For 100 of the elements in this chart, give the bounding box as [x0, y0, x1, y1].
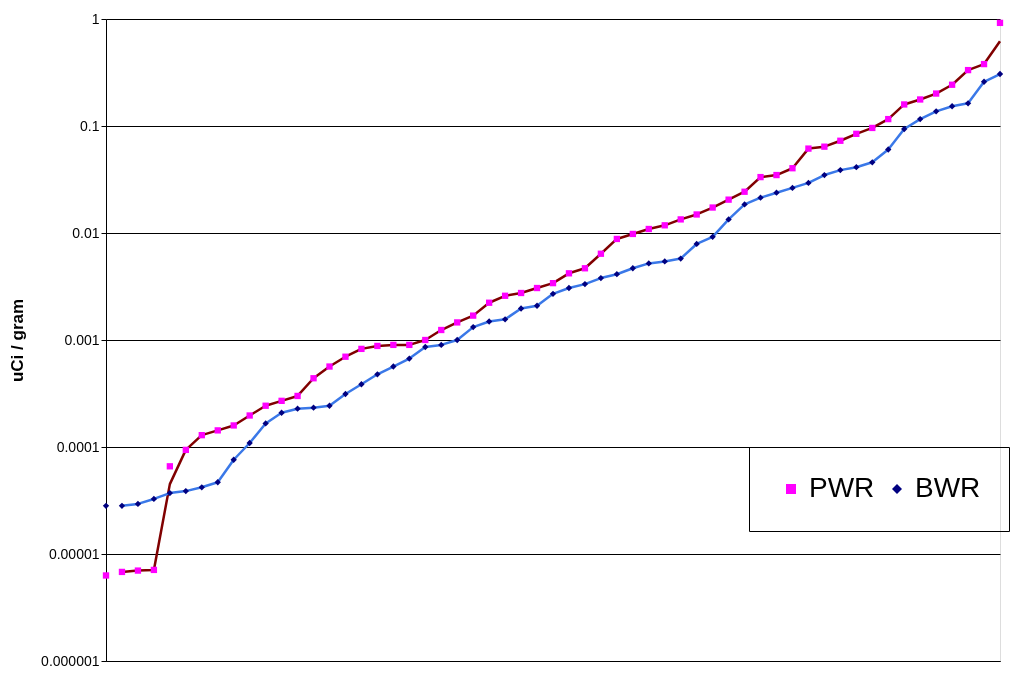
- point: [501, 292, 509, 299]
- legend-label: PWR: [809, 472, 875, 503]
- point: [246, 439, 253, 447]
- point: [917, 96, 924, 103]
- point: [406, 355, 413, 362]
- point: [485, 318, 493, 325]
- point: [709, 204, 716, 211]
- point: [885, 115, 892, 123]
- point: [342, 353, 349, 360]
- point: [278, 409, 285, 416]
- point: [214, 427, 221, 434]
- point: [565, 284, 573, 292]
- point: [214, 479, 221, 486]
- point: [134, 500, 142, 508]
- point: [853, 164, 860, 171]
- y-tick-label: 0.001: [64, 331, 100, 348]
- point: [789, 184, 796, 192]
- point: [278, 397, 285, 405]
- point: [948, 103, 956, 110]
- point: [613, 271, 621, 278]
- point: [102, 502, 110, 509]
- point: [150, 495, 158, 503]
- point: [661, 222, 668, 229]
- y-axis-title: uCi / gram: [8, 298, 28, 383]
- y-tick-label: 1: [91, 10, 100, 27]
- point: [837, 137, 844, 144]
- point: [741, 188, 748, 195]
- point: [294, 392, 301, 400]
- point: [837, 166, 844, 174]
- point: [805, 145, 812, 152]
- point: [342, 390, 349, 398]
- point: [853, 130, 860, 137]
- y-tick-label: 0.00001: [48, 545, 100, 562]
- point: [533, 302, 541, 309]
- point: [613, 235, 621, 243]
- point: [932, 108, 940, 115]
- point: [517, 305, 525, 312]
- point: [230, 456, 237, 463]
- point: [182, 487, 189, 495]
- point: [645, 260, 652, 267]
- point: [310, 404, 317, 411]
- point: [454, 336, 461, 344]
- point: [438, 341, 445, 349]
- point: [166, 463, 174, 470]
- point: [725, 196, 732, 203]
- point: [438, 326, 445, 334]
- point: [134, 567, 142, 574]
- point: [741, 201, 748, 208]
- point: [725, 216, 732, 223]
- point: [805, 179, 812, 187]
- point: [773, 189, 780, 196]
- point: [182, 446, 189, 454]
- point: [996, 19, 1004, 27]
- point: [262, 420, 269, 427]
- point: [198, 484, 205, 491]
- point: [629, 230, 636, 238]
- point: [869, 124, 876, 132]
- point: [517, 289, 525, 297]
- point: [326, 363, 333, 370]
- point: [996, 70, 1004, 78]
- point: [310, 375, 317, 382]
- point: [246, 412, 253, 419]
- y-tick-label: 0.1: [80, 117, 100, 134]
- point: [390, 341, 397, 349]
- point: [597, 250, 605, 257]
- point: [901, 125, 908, 133]
- point: [885, 146, 892, 153]
- point: [294, 405, 301, 412]
- point: [470, 323, 477, 331]
- point: [693, 211, 700, 218]
- point: [964, 66, 972, 74]
- point: [901, 101, 908, 108]
- point: [821, 171, 828, 179]
- point: [597, 274, 605, 282]
- point: [118, 502, 126, 509]
- point: [869, 159, 876, 166]
- point: [964, 100, 972, 107]
- point: [150, 566, 158, 574]
- point: [326, 402, 333, 409]
- y-tick-label: 0.000001: [41, 652, 100, 669]
- point: [118, 568, 126, 576]
- point: [709, 233, 716, 241]
- y-tick-label: 0.01: [72, 224, 100, 241]
- point: [581, 265, 589, 272]
- point: [470, 312, 477, 319]
- point: [230, 422, 237, 429]
- point: [773, 171, 780, 179]
- point: [693, 240, 700, 248]
- point: [581, 280, 589, 288]
- point: [262, 402, 269, 409]
- point: [390, 363, 397, 370]
- point: [198, 432, 205, 439]
- point: [374, 342, 381, 350]
- point: [422, 343, 429, 351]
- point: [422, 336, 429, 344]
- point: [406, 341, 413, 349]
- point: [661, 258, 668, 265]
- point: [533, 284, 541, 292]
- point: [565, 270, 573, 277]
- point: [549, 290, 557, 298]
